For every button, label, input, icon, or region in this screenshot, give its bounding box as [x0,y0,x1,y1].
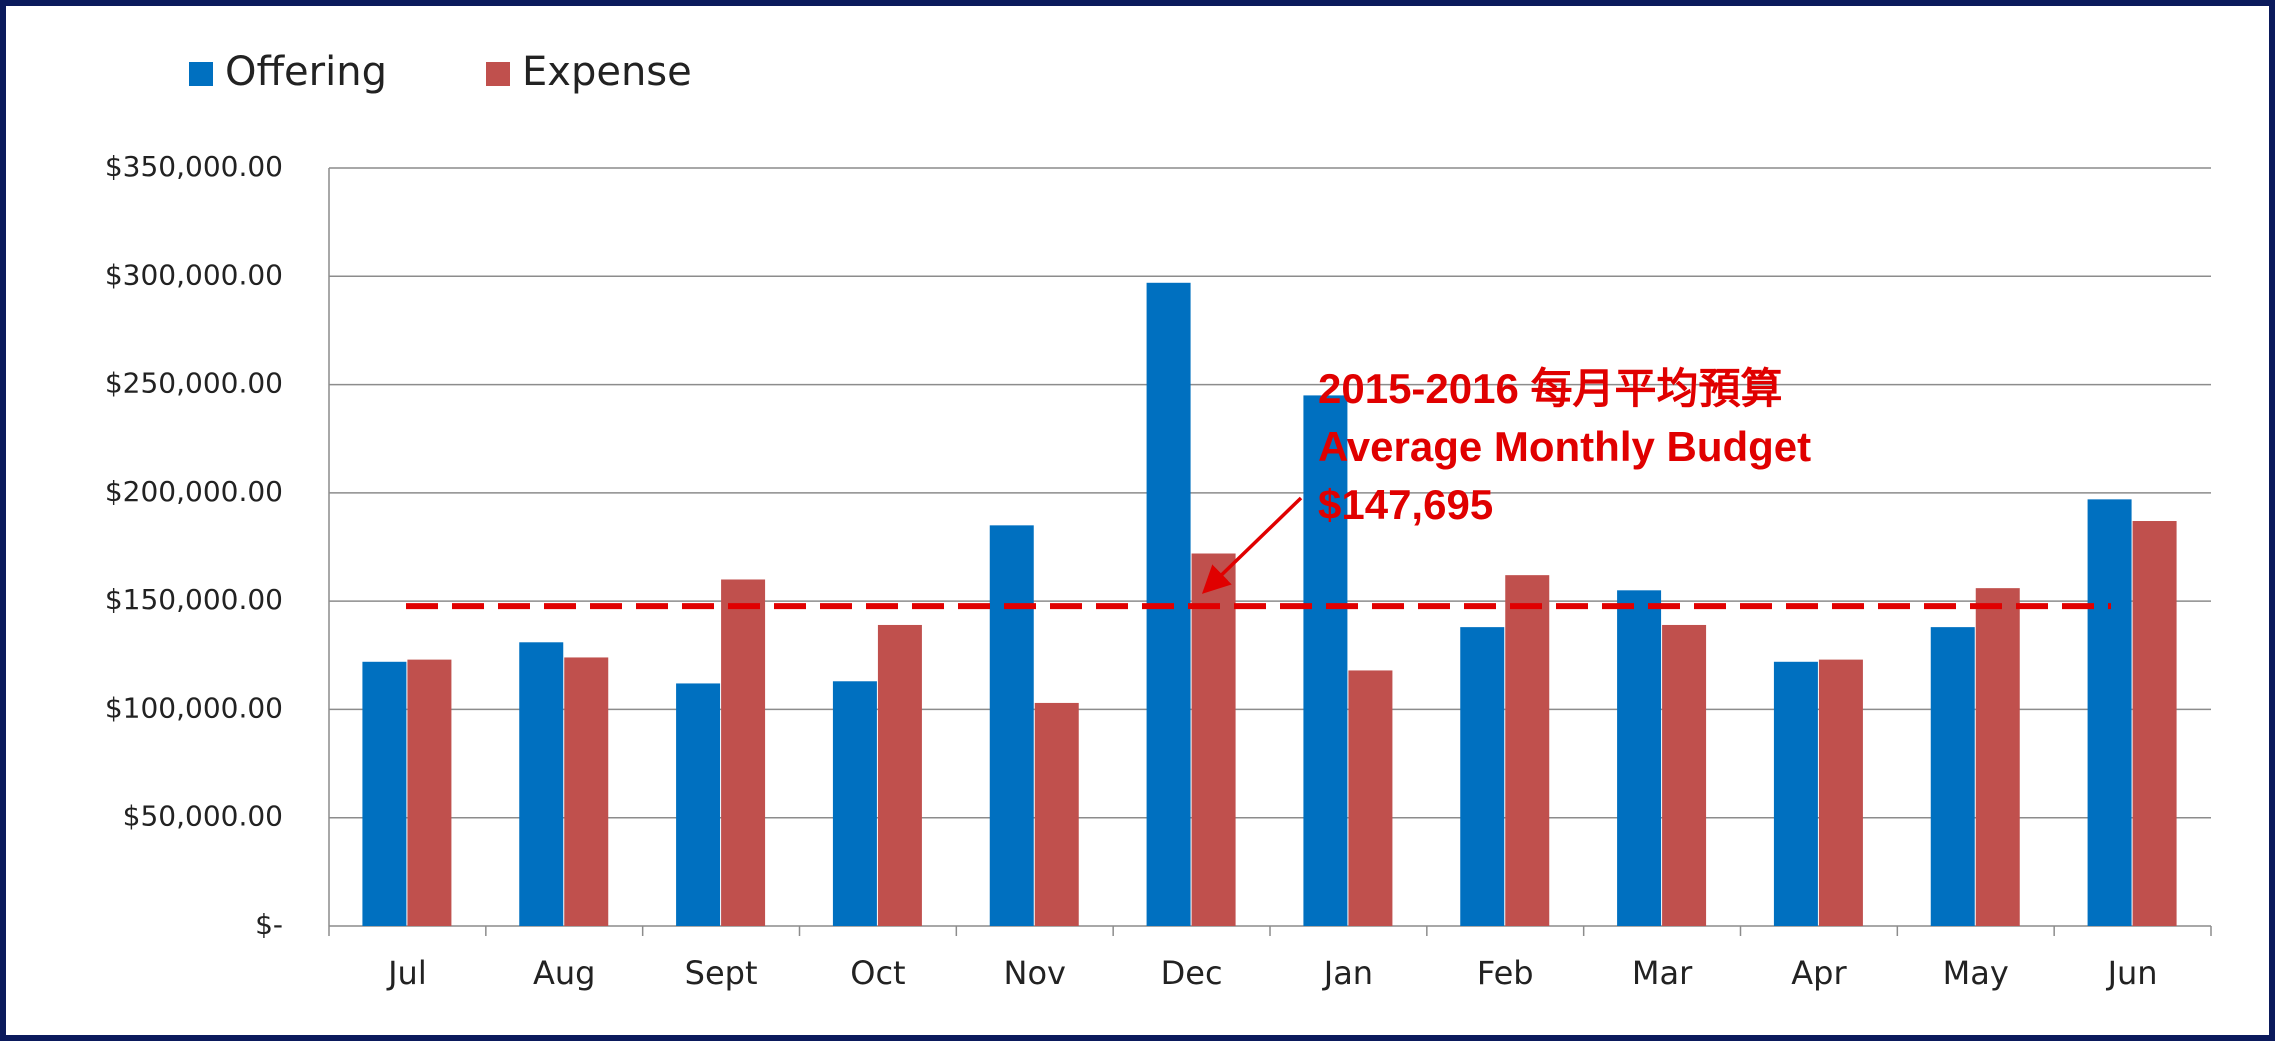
bar [362,661,407,926]
y-tick-label: $150,000.00 [105,583,283,616]
x-tick-label: Jan [1322,954,1373,992]
bar [1460,627,1505,926]
x-tick-label: Mar [1632,954,1693,992]
x-tick-label: Sept [685,954,758,992]
x-tick-label: Nov [1004,954,1066,992]
bar [1303,395,1348,926]
legend-label: Offering [225,49,387,95]
annotation-text: Average Monthly Budget [1318,423,1811,470]
x-tick-label: Oct [850,954,905,992]
bar [1505,575,1550,926]
chart-background [6,6,2269,1035]
annotation-arrow [1201,496,1303,594]
bar [407,659,452,926]
bar [676,683,721,926]
x-tick-label: Jun [2106,954,2158,992]
bar [1818,659,1863,926]
y-tick-label: $- [255,908,283,941]
legend-swatch [486,62,510,86]
bar [1191,553,1236,926]
legend-swatch [189,62,213,86]
annotation-text: 2015-2016 每月平均預算 [1318,365,1783,412]
bar [877,624,922,926]
bar [1348,670,1393,926]
legend-label: Expense [522,49,692,95]
y-tick-label: $300,000.00 [105,258,283,291]
annotation-value: $147,695 [1318,481,1493,528]
bar [1617,590,1662,926]
y-tick-label: $200,000.00 [105,475,283,508]
y-tick-label: $350,000.00 [105,150,283,183]
bar [2132,521,2177,926]
bar [1773,661,1818,926]
bar [832,681,877,926]
bar [989,525,1034,926]
bar [1034,702,1079,926]
x-tick-label: May [1943,954,2009,992]
bar [1662,624,1707,926]
x-tick-label: Aug [533,954,595,992]
y-tick-label: $100,000.00 [105,691,283,724]
x-tick-label: Apr [1791,954,1847,992]
bar [721,579,766,926]
bar [564,657,609,926]
bar [519,642,564,926]
x-tick-label: Jul [386,954,427,992]
x-tick-label: Feb [1477,954,1534,992]
bar [2087,499,2132,926]
y-tick-label: $250,000.00 [105,367,283,400]
bar [1930,627,1975,926]
x-tick-label: Dec [1161,954,1223,992]
y-tick-label: $50,000.00 [123,800,283,833]
bar [1975,588,2020,926]
